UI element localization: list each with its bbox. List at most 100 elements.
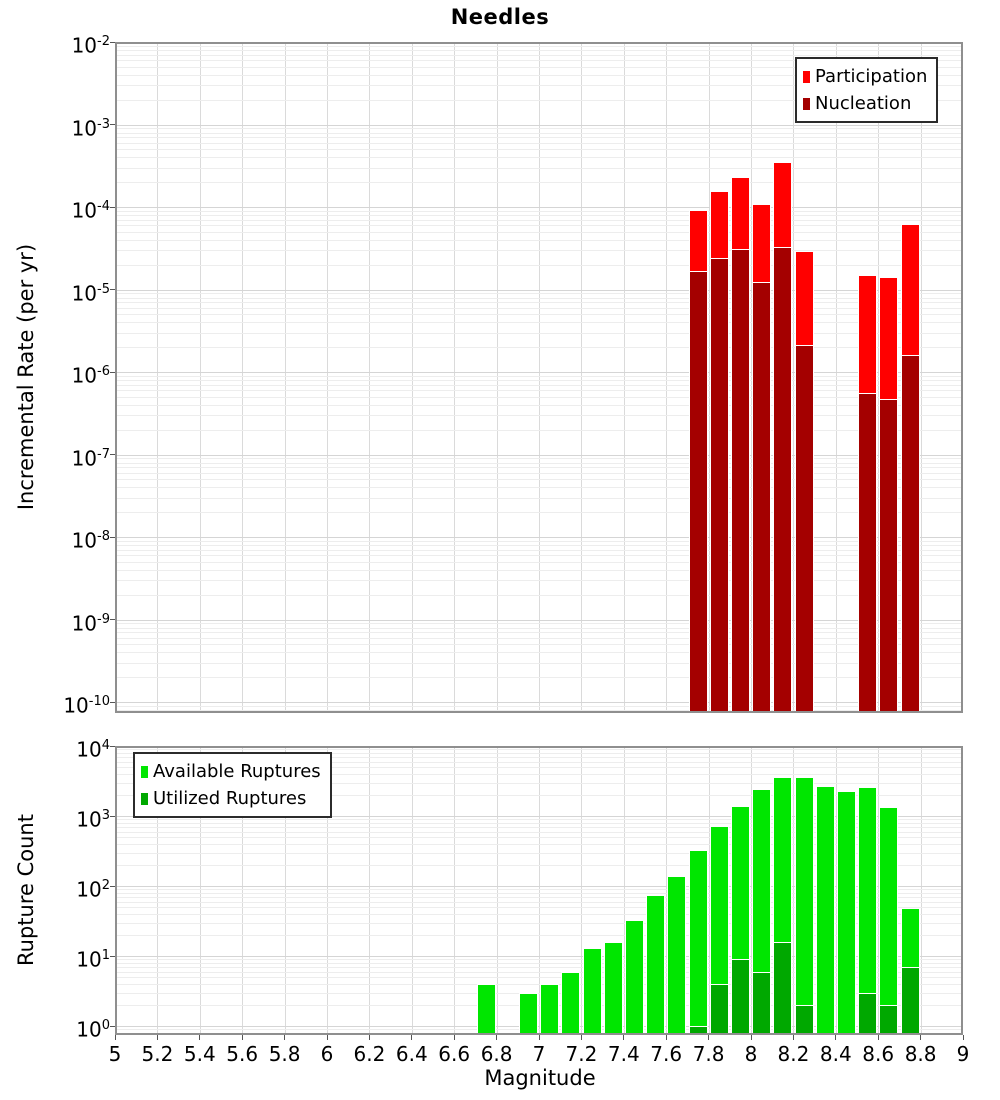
x-tick-mark — [368, 1035, 370, 1040]
y-tick-mark — [110, 41, 115, 43]
minor-gridline — [115, 99, 963, 101]
x-tick-mark — [326, 1035, 328, 1040]
bar-available-ruptures-m7.15 — [561, 971, 581, 1035]
y-tick-label-10e-6: 10-6 — [71, 363, 110, 388]
y-tick-mark — [110, 371, 115, 373]
bar-available-ruptures-m7.55 — [646, 895, 666, 1035]
legend-count-chart: Available Ruptures Utilized Ruptures — [133, 752, 332, 818]
legend-swatch-nucleation — [803, 97, 810, 110]
y-tick-label-10e-4: 10-4 — [71, 198, 110, 223]
legend-swatch-available-ruptures — [141, 765, 148, 778]
vertical-gridline — [454, 746, 456, 1035]
x-tick-mark — [962, 1035, 964, 1040]
vertical-gridline — [751, 42, 752, 713]
bar-utilized-ruptures-m7.85 — [709, 983, 729, 1035]
x-tick-label-9: 9 — [956, 1042, 970, 1066]
x-tick-label-7.8: 7.8 — [692, 1042, 725, 1066]
minor-gridline — [115, 225, 963, 227]
x-tick-label-5.2: 5.2 — [141, 1042, 174, 1066]
x-tick-label-6.2: 6.2 — [353, 1042, 386, 1066]
minor-gridline — [115, 210, 963, 212]
minor-gridline — [115, 632, 963, 634]
minor-gridline — [115, 761, 963, 763]
vertical-gridline — [242, 42, 244, 713]
vertical-gridline — [920, 42, 922, 713]
y-tick-label-10e4: 104 — [76, 737, 110, 762]
legend-item: Available Ruptures — [141, 758, 321, 785]
y-tick-label-10e0: 100 — [76, 1017, 110, 1042]
minor-gridline — [115, 794, 963, 796]
bar-utilized-ruptures-m8.75 — [900, 966, 920, 1035]
major-gridline — [115, 702, 963, 703]
minor-gridline — [115, 652, 963, 654]
minor-gridline — [115, 66, 963, 68]
bar-utilized-ruptures-m8.65 — [879, 1004, 899, 1035]
minor-gridline — [115, 852, 963, 854]
bar-available-ruptures-m8.35 — [815, 786, 835, 1035]
minor-gridline — [115, 767, 963, 769]
major-gridline — [115, 886, 963, 887]
minor-gridline — [115, 892, 963, 894]
minor-gridline — [115, 644, 963, 646]
y-tick-label-10e-10: 10-10 — [63, 693, 110, 718]
x-tick-label-8.4: 8.4 — [819, 1042, 852, 1066]
minor-gridline — [115, 594, 963, 596]
vertical-gridline — [454, 42, 456, 713]
vertical-gridline — [666, 42, 668, 713]
legend-label: Nucleation — [815, 93, 912, 114]
bar-available-ruptures-m7.85 — [709, 826, 729, 1035]
minor-gridline — [115, 901, 963, 903]
minor-gridline — [115, 907, 963, 909]
x-tick-mark — [877, 1035, 879, 1040]
minor-gridline — [115, 307, 963, 309]
minor-gridline — [115, 404, 963, 406]
minor-gridline — [115, 992, 963, 994]
x-tick-label-5.4: 5.4 — [183, 1042, 216, 1066]
y-tick-mark — [110, 619, 115, 620]
minor-gridline — [115, 60, 963, 62]
bar-nucleation-m8.65 — [879, 399, 899, 713]
minor-gridline — [115, 54, 963, 56]
x-tick-mark — [538, 1035, 540, 1040]
minor-gridline — [115, 462, 963, 464]
y-tick-label-10e-5: 10-5 — [71, 281, 110, 306]
x-tick-mark — [920, 1035, 922, 1040]
x-tick-label-5.8: 5.8 — [268, 1042, 301, 1066]
y-axis-title-incremental-rate: Incremental Rate (per yr) — [14, 243, 38, 511]
bar-utilized-ruptures-m8.25 — [794, 1004, 814, 1035]
vertical-gridline — [708, 42, 710, 713]
bar-available-ruptures-m8.25 — [794, 777, 814, 1035]
major-gridline — [115, 619, 963, 621]
minor-gridline — [115, 219, 963, 221]
minor-gridline — [115, 380, 963, 381]
x-tick-mark — [750, 1035, 752, 1040]
minor-gridline — [115, 167, 963, 169]
minor-gridline — [115, 555, 963, 557]
minor-gridline — [115, 293, 963, 295]
legend-label: Available Ruptures — [153, 761, 321, 782]
bar-utilized-ruptures-m7.95 — [730, 959, 750, 1035]
bar-available-ruptures-m6.75 — [476, 983, 496, 1035]
chart-title: Needles — [450, 5, 550, 29]
minor-gridline — [115, 250, 963, 252]
bar-available-ruptures-m8.65 — [879, 807, 899, 1035]
x-tick-label-8: 8 — [744, 1042, 758, 1066]
y-tick-mark — [110, 1025, 115, 1027]
minor-gridline — [115, 415, 963, 417]
legend-item: Nucleation — [803, 90, 927, 117]
bar-nucleation-m8.75 — [900, 355, 920, 713]
y-tick-mark — [110, 206, 115, 208]
minor-gridline — [115, 826, 963, 828]
legend-label: Utilized Ruptures — [153, 788, 307, 809]
vertical-gridline — [411, 42, 413, 713]
vertical-gridline — [369, 42, 371, 713]
minor-gridline — [115, 752, 963, 754]
vertical-gridline — [157, 746, 159, 1035]
x-tick-mark — [623, 1035, 625, 1040]
x-tick-mark — [792, 1035, 794, 1040]
vertical-gridline — [581, 746, 583, 1035]
y-tick-mark — [110, 536, 115, 538]
vertical-gridline — [751, 746, 752, 1035]
x-tick-mark — [835, 1035, 837, 1040]
